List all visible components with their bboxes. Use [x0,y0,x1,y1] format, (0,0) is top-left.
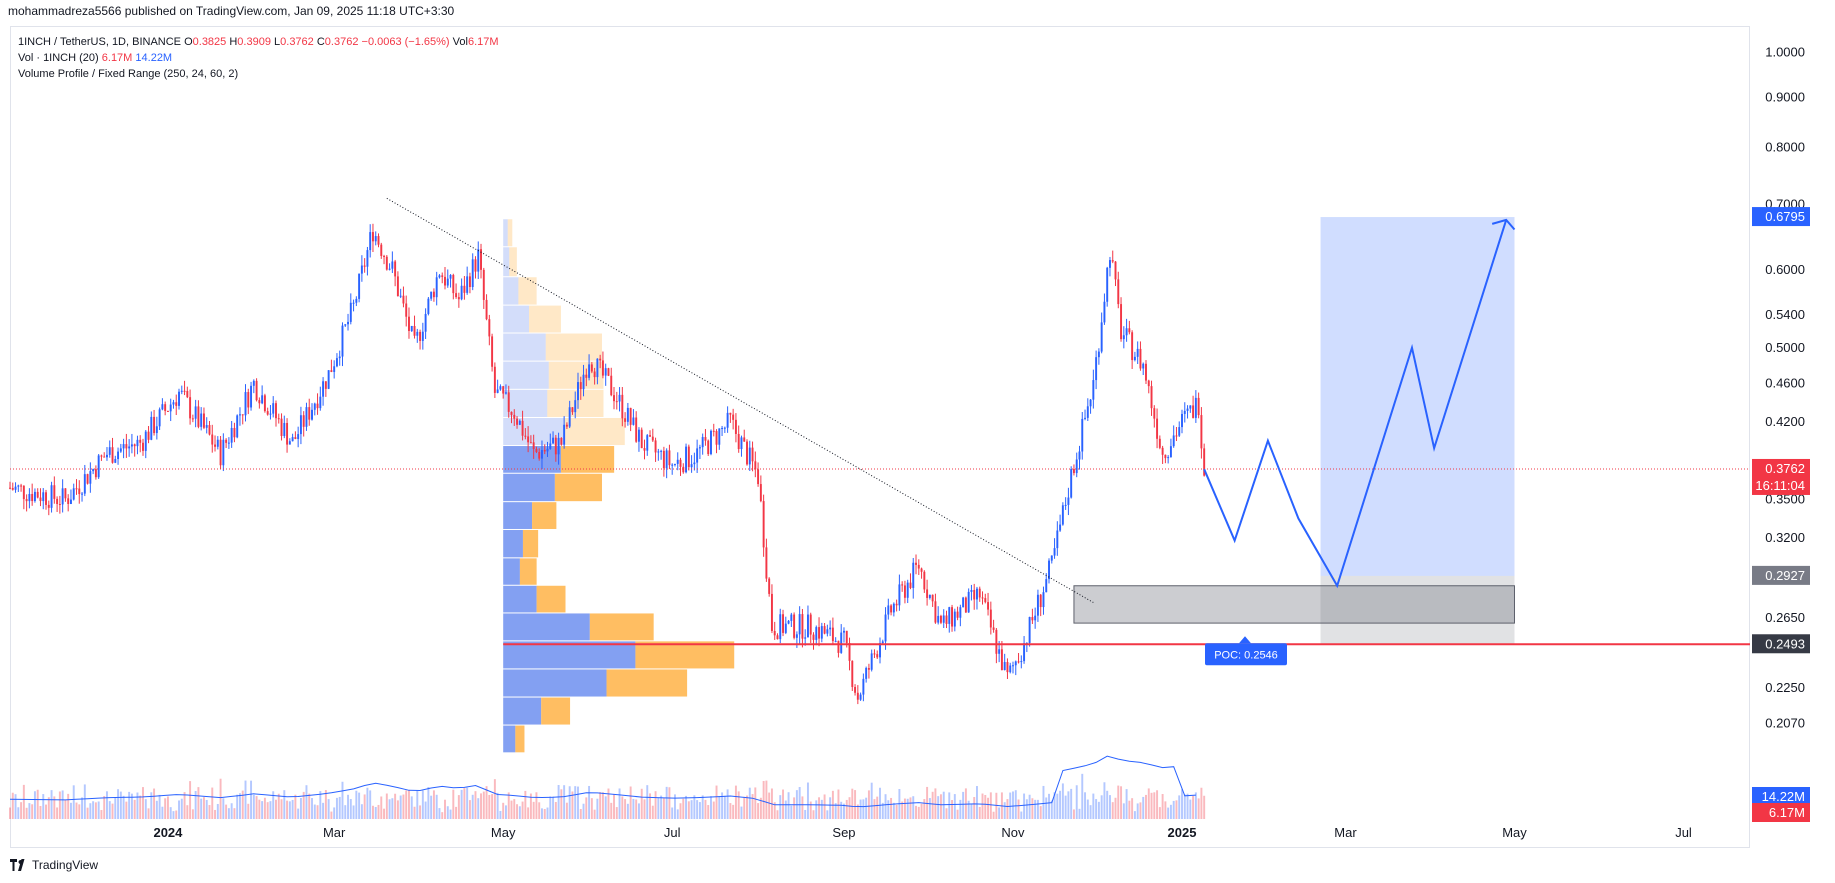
price-badge-label: 0.3762 [1765,461,1805,476]
footer-brand: TradingView [32,858,99,872]
legend-volume: Vol · 1INCH (20) 6.17M 14.22M [18,52,172,64]
price-tick-label: 0.2070 [1765,715,1805,730]
price-badge-label: 0.2927 [1765,568,1805,583]
price-tick-label: 0.8000 [1765,140,1805,155]
price-tick-label: 0.2250 [1765,680,1805,695]
legend-vol-key: Vol [452,36,468,48]
legend-main: 1INCH / TetherUS, 1D, BINANCE O0.3825 H0… [18,36,499,48]
price-tick-label: 0.5400 [1765,307,1805,322]
price-badge [1752,803,1810,822]
price-tick-label: 0.6000 [1765,262,1805,277]
legend-l-key: L [270,36,281,48]
price-tick-label: 0.3500 [1765,492,1805,507]
legend-vp-line[interactable]: Volume Profile / Fixed Range (250, 24, 6… [18,68,239,80]
price-badge-label: 14.22M [1762,789,1805,804]
tradingview-logo-icon [10,859,25,871]
price-badge [1752,207,1810,227]
legend-vol-line-v2: 14.22M [135,52,173,64]
price-tick-label: 0.3200 [1765,530,1805,545]
price-tick-label: 0.4200 [1765,414,1805,429]
legend-change: −0.0063 (−1.65%) [361,36,450,48]
price-tick-label: 1.0000 [1765,44,1805,59]
legend-ohlc: O0.3825 H0.3909 L0.3762 C0.3762 [184,36,358,48]
legend-o-key: O [184,36,193,48]
price-tick-label: 0.5000 [1765,340,1805,355]
legend-c-value: 0.3762 [324,36,359,48]
price-tick-label: 0.7000 [1765,196,1805,211]
footer: TradingView [10,858,98,872]
legend-c-key: C [313,36,325,48]
legend-h-value: 0.3909 [237,36,271,48]
price-tick-label: 0.4600 [1765,375,1805,390]
legend-volume-profile: Volume Profile / Fixed Range (250, 24, 6… [18,68,238,80]
price-tick-label: 0.2650 [1765,610,1805,625]
price-badge [1752,787,1810,806]
price-badge [1752,634,1810,654]
price-badge-label: 0.2493 [1765,636,1805,651]
legend-vol-line-v1: 6.17M [101,52,133,64]
price-badge [1752,565,1810,585]
legend-h-key: H [226,36,238,48]
price-badge [1752,475,1810,495]
price-badge-label: 6.17M [1769,805,1805,820]
price-tick-label: 0.9000 [1765,89,1805,104]
published-note: mohammadreza5566 published on TradingVie… [8,4,455,18]
chart-frame [10,26,1750,848]
legend-vol-line-name[interactable]: Vol · 1INCH (20) [18,52,99,64]
legend-l-value: 0.3762 [280,36,314,48]
price-badge [1752,458,1810,478]
legend-symbol[interactable]: 1INCH / TetherUS, 1D, BINANCE [18,36,182,48]
legend-vol-value: 6.17M [467,36,499,48]
price-badge-label: 16:11:04 [1755,478,1805,493]
legend-o-value: 0.3825 [192,36,227,48]
price-badge-label: 0.6795 [1765,209,1805,224]
